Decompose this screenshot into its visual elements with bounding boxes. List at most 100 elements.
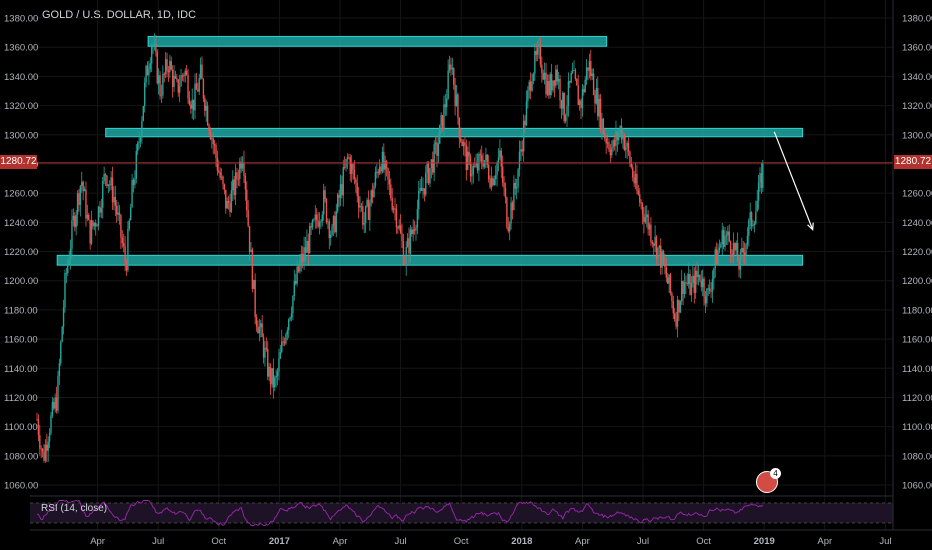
candle-body <box>492 177 494 186</box>
candle-body <box>127 228 129 271</box>
candle-body <box>164 59 167 75</box>
candle-body <box>553 80 556 86</box>
candle-body <box>721 230 723 245</box>
candle-body <box>570 72 572 83</box>
candle-body <box>320 221 322 223</box>
candle-body <box>482 163 484 167</box>
candle-body <box>174 75 177 79</box>
candle-body <box>694 270 697 293</box>
candle-body <box>208 125 210 132</box>
candle-body <box>436 142 438 156</box>
candle-body <box>468 151 470 157</box>
candle-body <box>387 168 389 180</box>
candle-body <box>599 98 602 130</box>
candle-body <box>107 184 110 187</box>
candle-body <box>216 158 219 171</box>
candle-body <box>594 95 596 104</box>
candle-body <box>157 75 160 84</box>
candle-body <box>247 210 249 227</box>
candle-body <box>170 61 172 70</box>
notification-flag-icon[interactable]: 4 <box>756 468 781 493</box>
candle-body <box>324 190 326 200</box>
price-zone-rect[interactable] <box>105 127 804 138</box>
candle-body <box>292 295 294 314</box>
candle-body <box>150 46 153 64</box>
price-tick-label-left: 1340.00 <box>4 72 38 83</box>
support-resistance-zones[interactable] <box>56 35 804 266</box>
candle-body <box>506 197 508 228</box>
time-tick-label: Apr <box>817 536 832 547</box>
time-tick-label: 2017 <box>269 536 290 547</box>
candle-body <box>331 226 333 236</box>
candle-body <box>437 143 440 156</box>
candle-body <box>457 94 459 118</box>
price-tick-label: 1340.00 <box>902 72 932 83</box>
candle-body <box>171 69 174 87</box>
price-tick-label: 1060.00 <box>902 481 932 492</box>
candle-body <box>381 151 384 172</box>
candle-body <box>131 179 133 208</box>
candle-body <box>687 274 690 284</box>
candle-body <box>604 134 606 139</box>
candle-body <box>341 184 343 196</box>
time-tick-label: 2018 <box>511 536 532 547</box>
candle-body <box>327 221 329 223</box>
projection-arrow[interactable] <box>773 131 814 231</box>
candle-body <box>135 150 137 179</box>
candle-body <box>678 299 680 313</box>
candle-body <box>129 207 132 221</box>
candle-body <box>511 202 514 211</box>
time-tick-label: 2019 <box>754 536 775 547</box>
candle-body <box>567 81 570 107</box>
candle-body <box>581 89 584 109</box>
last-price-tag-left: 1280.72 <box>0 155 37 169</box>
candle-body <box>248 226 251 253</box>
rsi-pane[interactable] <box>30 499 893 527</box>
candle-body <box>110 177 112 186</box>
candle-body <box>450 64 452 70</box>
price-tick-label: 1080.00 <box>902 451 932 462</box>
candle-body <box>680 281 683 302</box>
candle-body <box>518 151 521 170</box>
candle-body <box>532 73 535 81</box>
candle-body <box>343 167 346 168</box>
price-axis[interactable]: 1060.00 1060.00 1080.00 1080.00 1100.00 1100.… <box>4 14 932 492</box>
candle-body <box>587 67 589 71</box>
candle-body <box>622 134 624 140</box>
candle-body <box>399 225 402 234</box>
candle-body <box>121 237 124 244</box>
candle-body <box>405 246 407 265</box>
candle-body <box>693 275 695 293</box>
candle-body <box>422 188 424 191</box>
candle-body <box>253 279 255 289</box>
time-axis[interactable]: Apr Jul Oct 2017 Apr Jul Oct 2018 Apr Jul Oct 2019 A… <box>90 536 891 547</box>
candle-body <box>658 245 661 248</box>
candle-body <box>672 300 674 314</box>
candle-body <box>433 144 435 173</box>
candle-body <box>222 176 224 185</box>
candle-body <box>55 397 58 411</box>
candle-body <box>542 73 544 80</box>
candle-body <box>434 142 437 145</box>
candle-body <box>177 79 179 93</box>
candle-body <box>118 212 121 216</box>
candle-body <box>271 368 273 385</box>
candle-body <box>395 209 398 228</box>
candle-body <box>296 266 298 284</box>
candle-body <box>148 69 150 76</box>
candle-body <box>759 173 761 183</box>
price-zone-rect[interactable] <box>56 254 804 266</box>
arrow-shaft[interactable] <box>773 131 814 230</box>
arrow-head[interactable] <box>807 222 814 231</box>
candle-body <box>602 118 605 135</box>
candle-body <box>44 444 47 461</box>
candle-body <box>401 233 403 242</box>
candle-body <box>527 90 529 102</box>
price-zone-rect[interactable] <box>147 35 608 47</box>
candle-body <box>295 281 297 284</box>
candle-body <box>454 84 456 106</box>
candle-body <box>451 68 454 70</box>
candle-body <box>458 117 461 139</box>
candle-body <box>711 278 714 292</box>
